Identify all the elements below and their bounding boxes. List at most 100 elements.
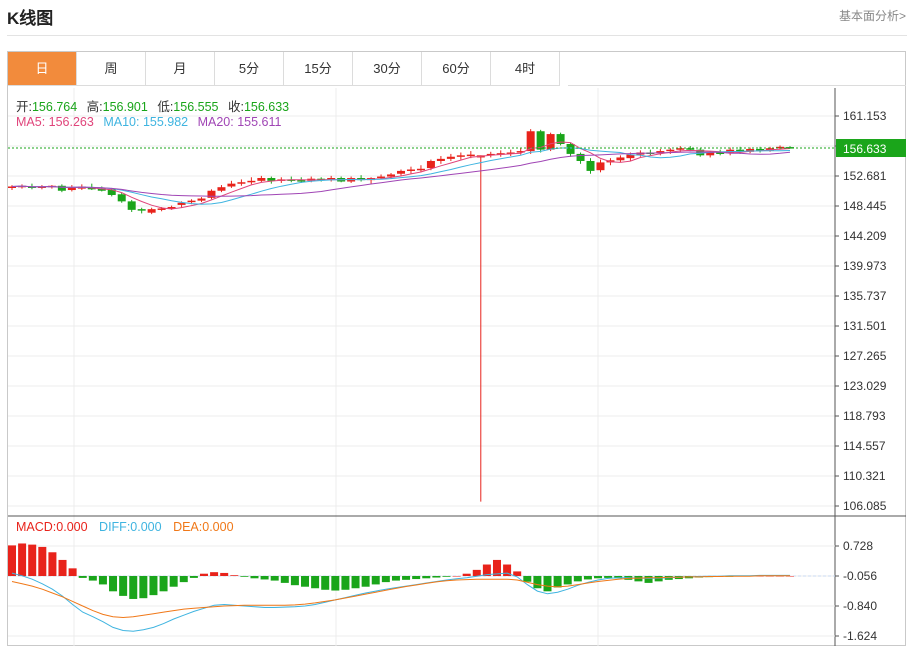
y-tick-label: 144.209 bbox=[843, 229, 887, 243]
macd-bar bbox=[503, 564, 512, 576]
header-divider bbox=[7, 35, 907, 36]
ma5-label: MA5: bbox=[16, 115, 49, 129]
candle-body bbox=[536, 131, 545, 150]
macd-bar bbox=[321, 576, 330, 590]
ma20-label: MA20: bbox=[197, 115, 238, 129]
open-label: 开: bbox=[16, 100, 32, 114]
macd-tick-label: 0.728 bbox=[843, 539, 873, 553]
macd-bar bbox=[199, 573, 208, 576]
tab-4hour[interactable]: 4时 bbox=[491, 52, 560, 86]
macd-bar bbox=[98, 576, 107, 585]
y-tick-label: 131.501 bbox=[843, 319, 887, 333]
macd-bar bbox=[169, 576, 178, 587]
candle-body bbox=[187, 200, 196, 203]
macd-bar bbox=[109, 576, 118, 592]
candle-body bbox=[686, 148, 695, 150]
macd-bar bbox=[402, 576, 411, 580]
tab-day[interactable]: 日 bbox=[8, 52, 77, 86]
y-tick-label: 161.153 bbox=[843, 109, 887, 123]
candle-body bbox=[506, 152, 515, 154]
candle-body bbox=[596, 162, 605, 171]
macd-bar bbox=[341, 576, 350, 590]
macd-bar bbox=[563, 576, 572, 585]
candle-body bbox=[586, 160, 595, 171]
ma10-label: MA10: bbox=[103, 115, 143, 129]
candle-body bbox=[676, 148, 685, 150]
y-tick-label: 110.321 bbox=[843, 469, 886, 483]
macd-bar bbox=[634, 576, 643, 582]
candle-body bbox=[137, 209, 146, 211]
tab-month[interactable]: 月 bbox=[146, 52, 215, 86]
tab-60min[interactable]: 60分 bbox=[422, 52, 491, 86]
macd-tick-label: -0.056 bbox=[843, 569, 877, 583]
candle-body bbox=[207, 190, 216, 198]
macd-value: 0.000 bbox=[56, 520, 88, 534]
macd-bar bbox=[58, 559, 67, 576]
close-label: 收: bbox=[227, 100, 244, 114]
y-tick-label: 114.557 bbox=[843, 439, 886, 453]
tabs-bar-fill bbox=[568, 52, 906, 86]
candle-body bbox=[157, 208, 166, 210]
tab-5min[interactable]: 5分 bbox=[215, 52, 284, 86]
candle-body bbox=[397, 170, 405, 174]
macd-info: MACD:0.000 DIFF:0.000 DEA:0.000 bbox=[16, 520, 234, 534]
macd-bar bbox=[8, 545, 16, 576]
macd-bar bbox=[28, 544, 37, 576]
candle-body bbox=[616, 157, 625, 161]
macd-bar bbox=[351, 576, 360, 589]
fundamental-analysis-link[interactable]: 基本面分析> bbox=[838, 9, 906, 23]
macd-bar bbox=[18, 543, 27, 576]
macd-bar bbox=[492, 559, 501, 576]
macd-tick-label: -1.624 bbox=[843, 629, 877, 643]
ohlc-info: 开:156.764 高:156.901 低:156.555 收:156.633 bbox=[16, 96, 289, 115]
tab-15min[interactable]: 15分 bbox=[284, 52, 353, 86]
candle-body bbox=[546, 134, 555, 150]
candle-body bbox=[377, 176, 386, 179]
candle-body bbox=[8, 186, 16, 188]
candle-body bbox=[406, 169, 415, 171]
candle-body bbox=[177, 202, 186, 205]
tab-week[interactable]: 周 bbox=[77, 52, 146, 86]
candle-body bbox=[247, 180, 256, 183]
macd-bar bbox=[513, 571, 522, 576]
candle-body bbox=[27, 186, 36, 188]
candle-body bbox=[436, 158, 445, 161]
candle-body bbox=[167, 207, 176, 209]
y-tick-label: 127.265 bbox=[843, 349, 887, 363]
period-tabs: 日 周 月 5分 15分 30分 60分 4时 bbox=[8, 52, 560, 86]
candle-body bbox=[496, 153, 505, 155]
low-label: 低: bbox=[157, 100, 174, 114]
macd-bar bbox=[644, 576, 653, 583]
tab-30min[interactable]: 30分 bbox=[353, 52, 422, 86]
macd-bar bbox=[614, 576, 623, 579]
macd-bar bbox=[381, 576, 390, 583]
y-tick-label: 148.445 bbox=[843, 199, 887, 213]
open-value: 156.764 bbox=[31, 100, 78, 114]
ma20-line bbox=[11, 151, 791, 197]
candle-body bbox=[147, 209, 156, 213]
candle-body bbox=[566, 143, 575, 154]
macd-bar bbox=[159, 576, 168, 592]
macd-bar bbox=[452, 576, 461, 577]
macd-bar bbox=[432, 576, 441, 578]
macd-bar bbox=[311, 576, 320, 589]
ma20-value: 155.611 bbox=[237, 115, 282, 129]
macd-bar bbox=[523, 576, 532, 582]
current-price-tag bbox=[836, 139, 906, 158]
macd-bar bbox=[149, 576, 158, 596]
candle-body bbox=[297, 180, 306, 182]
macd-bar bbox=[250, 576, 259, 579]
chart-panel bbox=[7, 51, 906, 646]
macd-bar bbox=[391, 576, 400, 581]
macd-bar bbox=[553, 576, 562, 588]
macd-bar bbox=[361, 576, 370, 587]
macd-bar bbox=[371, 576, 380, 585]
macd-bar bbox=[604, 576, 613, 578]
candle-body bbox=[57, 185, 66, 191]
macd-bar bbox=[189, 576, 198, 578]
ma5-value: 156.263 bbox=[48, 115, 94, 129]
macd-label: MACD: bbox=[16, 520, 57, 534]
dea-line bbox=[11, 575, 790, 619]
macd-bar bbox=[139, 576, 148, 599]
